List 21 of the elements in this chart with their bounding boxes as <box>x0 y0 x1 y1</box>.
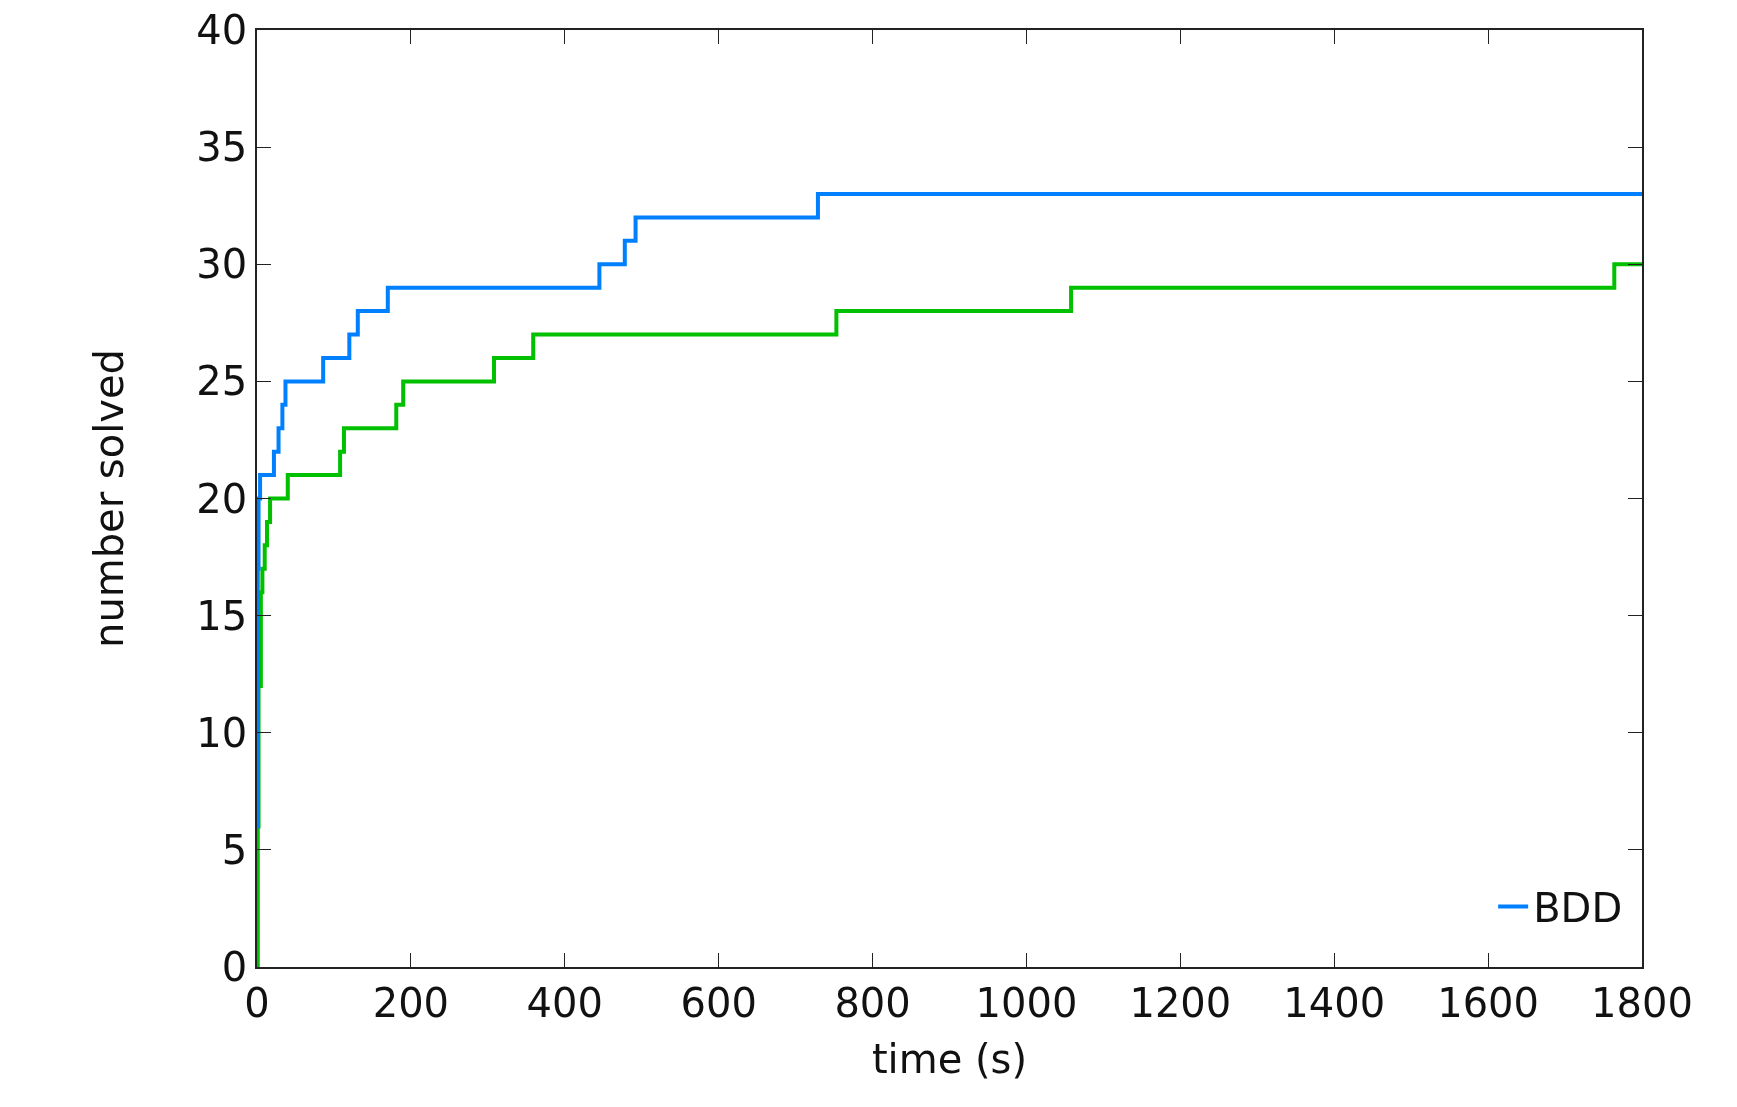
y-tick-label: 5 <box>221 826 248 873</box>
y-tick-label: 35 <box>196 124 248 171</box>
y-tick-label: 0 <box>221 944 248 990</box>
x-tick-label: 1200 <box>1129 979 1232 1026</box>
x-tick-label: 800 <box>834 979 911 1026</box>
y-tick-label: 15 <box>196 592 248 639</box>
legend-label: BDD <box>1533 884 1623 931</box>
y-tick-label: 20 <box>196 475 248 522</box>
x-tick-label: 1000 <box>975 979 1078 1026</box>
x-tick-label: 600 <box>680 979 757 1026</box>
x-tick-label: 1400 <box>1283 979 1386 1026</box>
x-tick-label: 1800 <box>1591 979 1693 1026</box>
y-tick-label: 25 <box>196 358 248 405</box>
y-axis-title: number solved <box>86 349 133 648</box>
y-tick-label: 40 <box>196 7 248 53</box>
y-tick-label: 30 <box>196 241 248 288</box>
x-tick-label: 200 <box>372 979 450 1026</box>
x-tick-label: 1600 <box>1437 979 1540 1026</box>
y-tick-label: 10 <box>196 709 248 756</box>
x-axis-title: time (s) <box>871 1035 1028 1082</box>
x-tick-label: 400 <box>526 979 603 1026</box>
